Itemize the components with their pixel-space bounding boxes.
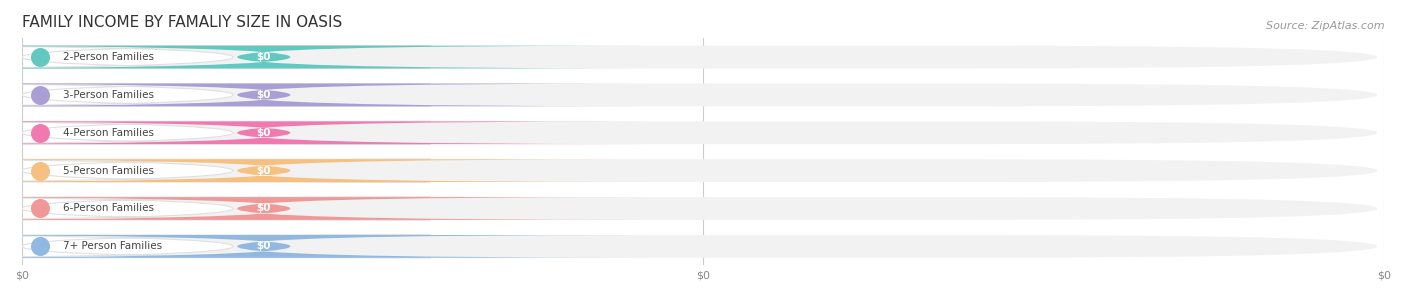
Text: Source: ZipAtlas.com: Source: ZipAtlas.com [1267, 21, 1385, 31]
FancyBboxPatch shape [0, 46, 430, 68]
FancyBboxPatch shape [0, 235, 430, 258]
FancyBboxPatch shape [0, 197, 645, 220]
FancyBboxPatch shape [0, 121, 430, 144]
Text: $0: $0 [256, 52, 271, 62]
Point [28, 55, 51, 59]
Text: 3-Person Families: 3-Person Families [63, 90, 153, 100]
FancyBboxPatch shape [22, 197, 1378, 220]
FancyBboxPatch shape [0, 159, 645, 182]
Text: FAMILY INCOME BY FAMALIY SIZE IN OASIS: FAMILY INCOME BY FAMALIY SIZE IN OASIS [22, 15, 342, 30]
Text: $0: $0 [256, 90, 271, 100]
FancyBboxPatch shape [22, 235, 1378, 258]
Text: $0: $0 [256, 166, 271, 176]
FancyBboxPatch shape [0, 84, 430, 106]
FancyBboxPatch shape [22, 46, 1378, 68]
FancyBboxPatch shape [22, 121, 1378, 144]
FancyBboxPatch shape [0, 235, 645, 258]
Point [28, 168, 51, 173]
Point [28, 206, 51, 211]
FancyBboxPatch shape [0, 121, 645, 144]
Text: 7+ Person Families: 7+ Person Families [63, 241, 162, 251]
FancyBboxPatch shape [22, 84, 1378, 106]
Text: 2-Person Families: 2-Person Families [63, 52, 153, 62]
Text: $0: $0 [256, 203, 271, 213]
Text: 6-Person Families: 6-Person Families [63, 203, 153, 213]
Point [28, 92, 51, 97]
FancyBboxPatch shape [0, 84, 645, 106]
Text: $0: $0 [256, 128, 271, 138]
Point [28, 244, 51, 249]
FancyBboxPatch shape [22, 159, 1378, 182]
Text: 4-Person Families: 4-Person Families [63, 128, 153, 138]
FancyBboxPatch shape [0, 159, 430, 182]
FancyBboxPatch shape [0, 197, 430, 220]
Point [28, 130, 51, 135]
FancyBboxPatch shape [0, 46, 645, 68]
Text: $0: $0 [256, 241, 271, 251]
Text: 5-Person Families: 5-Person Families [63, 166, 153, 176]
